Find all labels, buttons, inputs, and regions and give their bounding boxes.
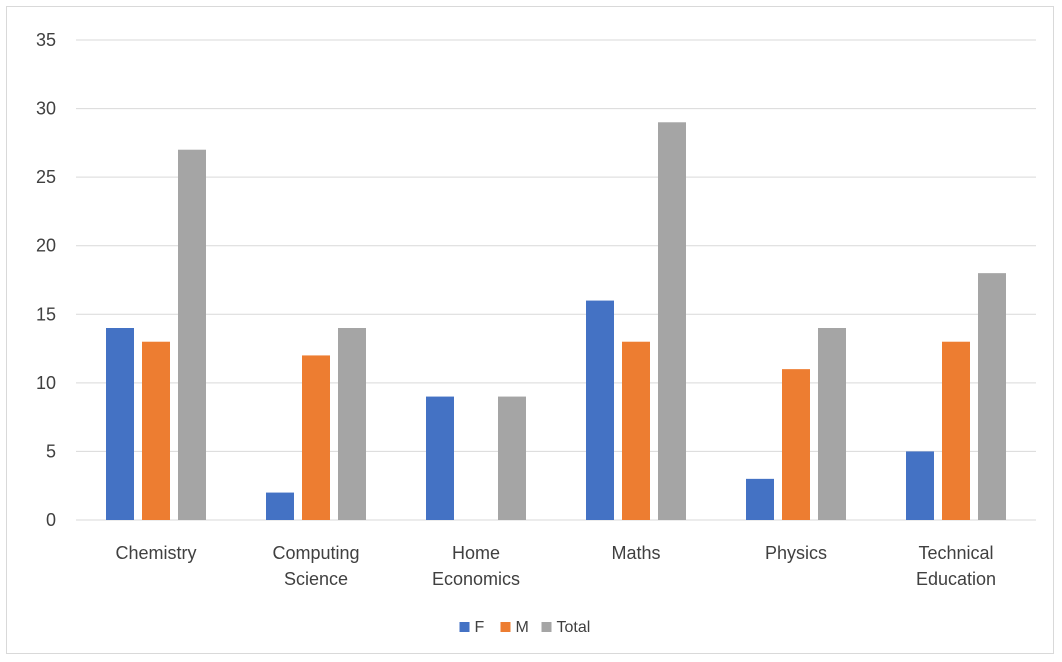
x-category-label-line: Economics	[432, 569, 520, 589]
legend-label-total: Total	[557, 619, 591, 636]
bar-total-2	[498, 396, 526, 520]
gridlines	[76, 39, 1036, 521]
bar-f-3	[586, 300, 614, 520]
legend-label-m: M	[516, 619, 529, 636]
bar-total-4	[818, 328, 846, 520]
bar-m-0	[142, 341, 170, 520]
x-category-label-line: Computing	[272, 543, 359, 563]
x-axis-category-labels: Chemistry Computing Science Home Economics Ma…	[115, 543, 996, 589]
bar-m-3	[622, 341, 650, 520]
x-category-label-4: Physics	[765, 543, 827, 563]
x-category-label-line: Technical	[918, 543, 993, 563]
x-category-label-line: Chemistry	[115, 543, 196, 563]
bar-total-0	[178, 149, 206, 520]
bar-f-2	[426, 396, 454, 520]
y-tick-label-0: 0	[46, 510, 56, 530]
legend-swatch-m	[500, 622, 511, 632]
y-axis-tick-labels: 0 5 10 15 20 25 30 35	[36, 30, 56, 530]
x-category-label-0: Chemistry	[115, 543, 196, 563]
bar-f-1	[266, 492, 294, 520]
bar-m-1	[302, 355, 330, 520]
x-category-label-line: Maths	[611, 543, 660, 563]
legend-label-f: F	[475, 619, 485, 636]
x-category-label-line: Home	[452, 543, 500, 563]
bar-m-4	[782, 369, 810, 520]
y-tick-label-20: 20	[36, 236, 56, 256]
x-category-label-line: Education	[916, 569, 996, 589]
bar-f-4	[746, 478, 774, 520]
y-tick-label-5: 5	[46, 441, 56, 461]
legend-swatch-total	[541, 622, 552, 632]
x-category-label-line: Physics	[765, 543, 827, 563]
y-tick-label-30: 30	[36, 99, 56, 119]
y-tick-label-25: 25	[36, 167, 56, 187]
legend-swatch-f	[459, 622, 470, 632]
x-category-label-2: Home Economics	[432, 543, 520, 589]
y-tick-label-10: 10	[36, 373, 56, 393]
bar-f-0	[106, 328, 134, 520]
bars	[106, 122, 1006, 521]
x-category-label-1: Computing Science	[272, 543, 359, 589]
bar-m-5	[942, 341, 970, 520]
bar-total-3	[658, 122, 686, 521]
bar-total-1	[338, 328, 366, 520]
bar-total-5	[978, 273, 1006, 520]
y-tick-label-35: 35	[36, 30, 56, 50]
legend: F M Total	[459, 619, 591, 636]
x-category-label-3: Maths	[611, 543, 660, 563]
x-category-label-line: Science	[284, 569, 348, 589]
x-category-label-5: Technical Education	[916, 543, 996, 589]
bar-f-5	[906, 451, 934, 520]
y-tick-label-15: 15	[36, 304, 56, 324]
